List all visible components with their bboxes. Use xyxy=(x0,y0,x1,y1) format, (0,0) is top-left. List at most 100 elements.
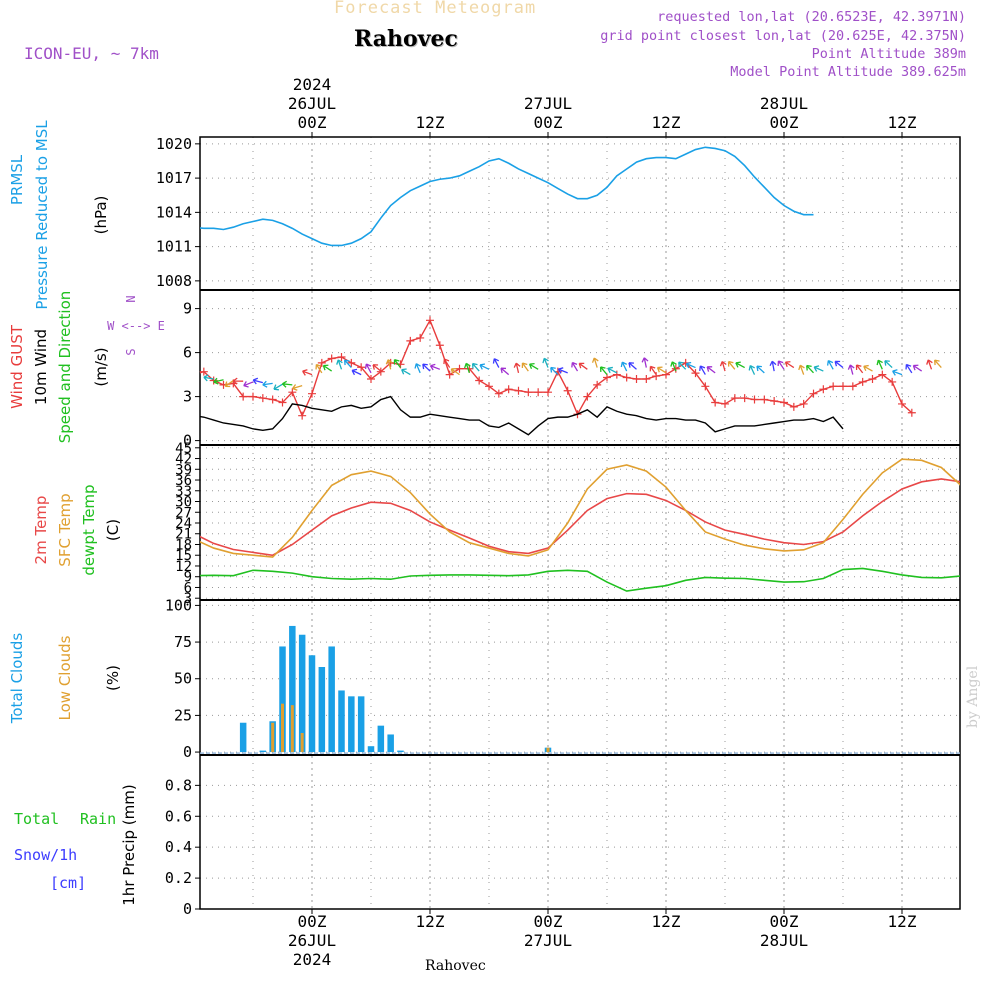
wind-gust-point xyxy=(612,370,621,379)
wind-arrow-shape xyxy=(784,361,795,369)
wind-arrow-shape xyxy=(302,369,313,376)
bottom-time-label: 00Z xyxy=(298,912,327,931)
wind-arrow-shape xyxy=(578,362,588,370)
wind-gust-point xyxy=(730,394,739,403)
wind-direction-arrow xyxy=(727,360,736,370)
temperature-tick-label: 30 xyxy=(175,495,192,511)
total-clouds-bar xyxy=(357,696,365,753)
temperature-tick-label: 45 xyxy=(175,441,192,457)
pressure-line xyxy=(200,146,814,247)
wind-arrow-shape xyxy=(385,359,393,370)
wind-arrow-shape xyxy=(422,363,431,372)
low-clouds-bar xyxy=(290,705,294,753)
wind-arrow-shape xyxy=(863,364,873,372)
wind-arrow-shape xyxy=(557,367,568,374)
wind-arrow-shape xyxy=(834,360,844,369)
wind-direction-arrow xyxy=(892,369,903,376)
wind-arrow-shape xyxy=(464,362,471,374)
low-clouds-bar xyxy=(300,733,304,753)
wind-gust-point xyxy=(249,392,257,401)
wind-direction-arrow xyxy=(292,384,303,391)
total-clouds-bar xyxy=(377,725,385,753)
total-clouds-bar xyxy=(338,690,345,753)
wind-direction-arrow xyxy=(706,366,716,374)
wind-arrow-shape xyxy=(393,358,402,368)
wind-direction-arrow xyxy=(719,360,727,372)
footer-location: Rahovec xyxy=(425,958,486,974)
wind-arrow-shape xyxy=(884,360,893,369)
temperature-tick-label: 9 xyxy=(184,570,192,586)
wind-gust-point xyxy=(524,388,533,397)
wind-direction-arrow xyxy=(351,368,362,376)
temp-2m-label: 2m Temp xyxy=(32,496,50,565)
wind-direction-arrow xyxy=(748,364,756,375)
wind-direction-arrow xyxy=(393,358,402,368)
compass-west-east: W <--> E xyxy=(107,319,165,333)
wind-direction-arrow xyxy=(798,364,805,375)
wind-grid xyxy=(195,291,960,445)
wind-direction-arrow xyxy=(912,364,923,372)
wind-arrow-shape xyxy=(550,366,559,376)
pressure-label-prmsl: PRMSL xyxy=(8,154,26,205)
wind-direction-arrow xyxy=(620,361,628,372)
pressure-tick-label: 1011 xyxy=(156,238,192,256)
wind-arrow-shape xyxy=(450,368,460,376)
precip-tick-label: 0 xyxy=(183,900,192,918)
wind-arrow-shape xyxy=(912,364,923,372)
wind-direction-arrow xyxy=(252,377,264,385)
wind-arrow-shape xyxy=(826,359,834,370)
low-clouds-bar xyxy=(281,703,284,753)
wind-direction-arrow xyxy=(599,366,608,376)
wind-arrow-shape xyxy=(273,383,283,391)
wind-direction-arrow xyxy=(385,359,393,370)
wind-gust-point xyxy=(809,389,818,398)
temp-dewpt-line xyxy=(200,567,960,592)
wind-10m-line xyxy=(200,395,844,436)
wind-arrow-shape xyxy=(628,362,637,370)
temperature-tick-label: 12 xyxy=(175,559,192,575)
wind-direction-arrow xyxy=(926,359,933,370)
wind-arrow-shape xyxy=(905,363,913,374)
wind-tick-label: 6 xyxy=(183,344,192,362)
low-clouds-bar xyxy=(271,722,275,753)
precip-cm-label: [cm] xyxy=(50,874,86,892)
pressure-tick-label: 1014 xyxy=(156,203,192,221)
wind-gust-point xyxy=(239,392,248,401)
top-time-label: 12Z xyxy=(652,113,681,132)
wind-arrow-shape xyxy=(591,357,599,368)
bottom-time-label: 12Z xyxy=(888,912,917,931)
total-clouds-bar xyxy=(289,625,296,753)
grid-point-coords: grid point closest lon,lat (20.625E, 42.… xyxy=(600,28,966,44)
wind-arrow-shape xyxy=(777,360,785,370)
wind-arrow-shape xyxy=(892,369,903,376)
wind-gust-point xyxy=(721,399,729,408)
wind-direction-arrow xyxy=(401,368,411,376)
temperature-tick-label: 27 xyxy=(175,505,192,521)
wind-direction-arrow xyxy=(443,358,451,368)
wind-gust-point xyxy=(563,386,572,395)
wind-arrow-shape xyxy=(500,367,510,376)
wind-arrow-shape xyxy=(252,377,264,385)
bottom-time-label: 28JUL xyxy=(760,931,808,950)
wind-arrow-shape xyxy=(492,358,500,368)
wind-gust-point xyxy=(593,380,602,389)
wind-gust-point xyxy=(268,395,277,404)
temp-unit-label: (C) xyxy=(104,519,122,541)
wind-direction-arrow xyxy=(607,366,618,374)
wind-gust-point xyxy=(848,382,857,391)
wind-arrow-shape xyxy=(281,380,293,388)
compass-north: N xyxy=(124,295,138,302)
wind-direction-arrow xyxy=(847,364,855,375)
point-altitude: Point Altitude 389m xyxy=(811,46,966,62)
total-clouds-bar xyxy=(308,655,316,753)
wind-arrow-shape xyxy=(855,364,864,374)
total-clouds-bar xyxy=(328,646,335,753)
wind-gust-point xyxy=(445,370,454,379)
wind-direction-arrow xyxy=(542,357,549,368)
wind-direction-arrow xyxy=(557,367,568,374)
wind-direction-arrow xyxy=(806,364,814,374)
temperature-tick-label: 24 xyxy=(175,516,192,532)
total-clouds-bar xyxy=(298,634,306,753)
wind-arrow-shape xyxy=(656,366,667,374)
